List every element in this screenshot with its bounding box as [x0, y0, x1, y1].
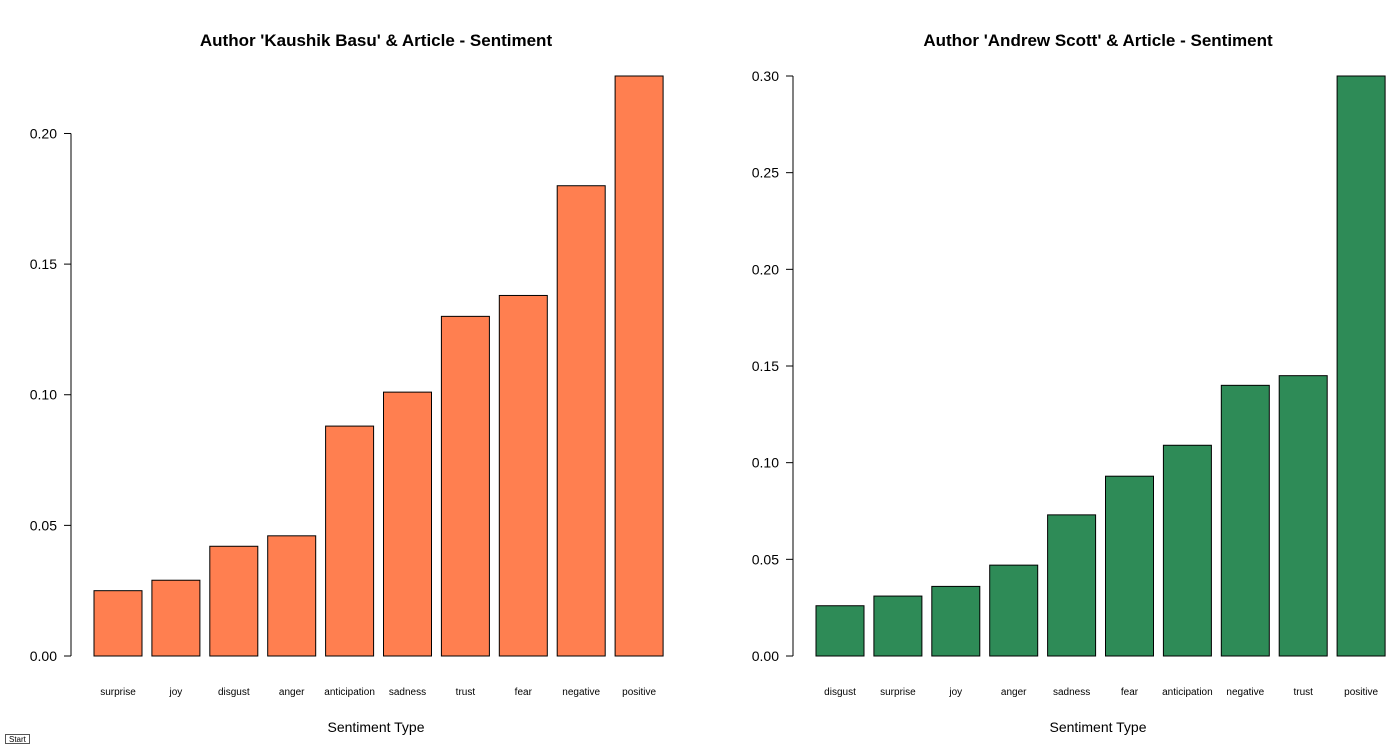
x-tick-label: fear — [515, 687, 533, 698]
x-tick-label: disgust — [218, 687, 250, 698]
bar-anticipation — [325, 425, 375, 657]
x-tick-label: negative — [562, 687, 600, 698]
bar-sadness — [1047, 514, 1097, 657]
x-tick-label: anticipation — [324, 687, 375, 698]
y-tick-label: 0.10 — [752, 455, 779, 471]
y-tick-label: 0.05 — [752, 551, 779, 567]
x-tick-label: trust — [1293, 687, 1313, 698]
bar-negative — [556, 185, 606, 657]
y-tick-label: 0.30 — [752, 68, 779, 84]
y-tick-label: 0.20 — [752, 261, 779, 277]
bar-fear — [498, 294, 548, 657]
bar-trust — [440, 315, 490, 657]
bar-joy — [931, 585, 981, 657]
x-tick-label: joy — [948, 687, 962, 698]
bar-joy — [151, 579, 201, 657]
bar-anger — [989, 564, 1039, 657]
x-tick-label: disgust — [824, 687, 856, 698]
x-tick-label: joy — [169, 687, 183, 698]
chart-2: Author 'Andrew Scott' & Article - Sentim… — [752, 31, 1386, 735]
bar-sadness — [383, 391, 432, 657]
x-tick-label: anger — [1001, 687, 1027, 698]
bar-anger — [267, 535, 317, 657]
y-tick-label: 0.20 — [30, 125, 57, 141]
x-tick-label: positive — [622, 687, 656, 698]
bar-negative — [1220, 384, 1270, 657]
chart-1: Author 'Kaushik Basu' & Article - Sentim… — [30, 31, 664, 735]
y-tick-label: 0.15 — [30, 256, 57, 272]
bar-positive — [614, 75, 664, 657]
y-tick-label: 0.00 — [752, 648, 779, 664]
chart-title: Author 'Kaushik Basu' & Article - Sentim… — [200, 31, 553, 50]
x-tick-label: sadness — [1053, 687, 1090, 698]
y-tick-label: 0.25 — [752, 165, 779, 181]
x-tick-label: trust — [456, 687, 476, 698]
bar-surprise — [873, 595, 923, 657]
bar-disgust — [815, 605, 865, 657]
bar-trust — [1278, 375, 1328, 657]
bar-positive — [1336, 75, 1386, 657]
x-tick-label: sadness — [389, 687, 426, 698]
bar-disgust — [209, 545, 259, 657]
x-tick-label: negative — [1226, 687, 1264, 698]
y-tick-label: 0.10 — [30, 387, 57, 403]
y-tick-label: 0.05 — [30, 517, 57, 533]
x-tick-label: anger — [279, 687, 305, 698]
x-tick-label: anticipation — [1162, 687, 1213, 698]
y-tick-label: 0.15 — [752, 358, 779, 374]
start-button[interactable]: Start — [5, 734, 30, 744]
bar-anticipation — [1162, 444, 1212, 657]
y-tick-label: 0.00 — [30, 648, 57, 664]
x-tick-label: surprise — [880, 687, 916, 698]
x-axis-label: Sentiment Type — [1049, 719, 1146, 735]
chart-title: Author 'Andrew Scott' & Article - Sentim… — [923, 31, 1273, 50]
bar-surprise — [93, 590, 143, 657]
x-tick-label: positive — [1344, 687, 1378, 698]
x-axis-label: Sentiment Type — [327, 719, 424, 735]
bar-fear — [1105, 475, 1154, 657]
x-tick-label: surprise — [100, 687, 136, 698]
x-tick-label: fear — [1121, 687, 1139, 698]
